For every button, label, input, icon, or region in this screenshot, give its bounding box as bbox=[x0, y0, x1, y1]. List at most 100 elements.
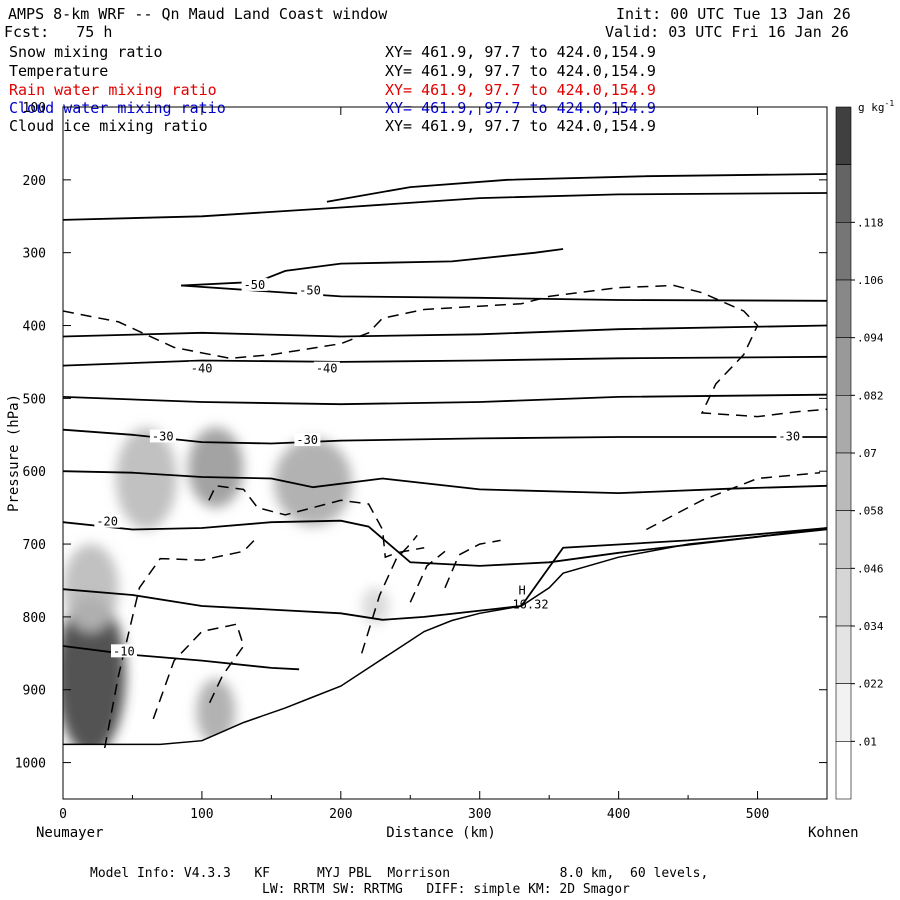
terrain-fill bbox=[63, 529, 827, 799]
field-xy: XY= 461.9, 97.7 to 424.0,154.9 bbox=[385, 117, 656, 135]
y-tick-label: 800 bbox=[23, 611, 46, 626]
cloud-ice-contour bbox=[646, 471, 821, 531]
isotherm-line bbox=[63, 324, 827, 338]
cloud-ice-contours bbox=[63, 284, 827, 749]
isotherm-line bbox=[63, 192, 827, 221]
isotherm-label: -40 bbox=[316, 362, 338, 376]
y-tick-label: 300 bbox=[23, 247, 46, 262]
colorbar-swatch bbox=[835, 106, 852, 165]
isotherm-label: -30 bbox=[778, 429, 800, 443]
init-time: Init: 00 UTC Tue 13 Jan 26 bbox=[616, 5, 851, 23]
forecast-hour: Fcst: 75 h bbox=[4, 23, 113, 41]
colorbar-swatch bbox=[835, 222, 852, 281]
label-bg bbox=[776, 429, 803, 443]
isotherm-line bbox=[63, 393, 827, 406]
colorbar-swatch bbox=[835, 337, 852, 396]
cloud-ice-contour bbox=[360, 534, 418, 654]
colorbar-label: .022 bbox=[857, 678, 884, 691]
model-physics: LW: RRTM SW: RRTMG DIFF: simple KM: 2D S… bbox=[262, 882, 630, 897]
temperature-labels: -50 -50 -40 -40 -30 -30 -30 -20 -10 H16.32 bbox=[94, 277, 803, 658]
isotherm-label: -30 bbox=[152, 429, 174, 443]
colorbar: .01 .022 .034 .046 .058 .07 .082 .094 .106 .118 bbox=[835, 106, 884, 800]
field-name: Cloud water mixing ratio bbox=[9, 99, 226, 117]
colorbar-label: .058 bbox=[857, 505, 884, 518]
colorbar-swatch bbox=[835, 279, 852, 338]
model-info: Model Info: V4.3.3 KF MYJ PBL Morrison 8… bbox=[90, 866, 709, 881]
isotherms bbox=[63, 173, 827, 671]
isotherm-label: -30 bbox=[296, 433, 318, 447]
isotherm-line bbox=[63, 527, 827, 621]
isotherm-label: -40 bbox=[191, 362, 213, 376]
plot-frame bbox=[62, 106, 828, 800]
label-bg bbox=[188, 361, 215, 375]
cloud-ice-contour bbox=[409, 550, 446, 603]
colorbar-swatch bbox=[835, 683, 852, 742]
isotherm-line bbox=[181, 248, 564, 287]
x-tick-label: 100 bbox=[190, 807, 213, 822]
label-bg bbox=[297, 283, 324, 297]
high-marker-value: 16.32 bbox=[512, 597, 548, 611]
valid-time: Valid: 03 UTC Fri 16 Jan 26 bbox=[605, 23, 849, 41]
x-tick-label: 300 bbox=[468, 807, 491, 822]
y-tick-label: 700 bbox=[23, 538, 46, 553]
colorbar-swatch bbox=[835, 625, 852, 684]
isotherm-line bbox=[181, 284, 827, 302]
cloud-ice-contour bbox=[208, 484, 425, 559]
snow-blob bbox=[115, 427, 177, 530]
isotherm-line bbox=[63, 355, 827, 367]
snow-field bbox=[63, 427, 390, 756]
label-bg bbox=[241, 277, 268, 291]
y-axis: 100 200 300 400 500 600 700 800 900 1000 bbox=[15, 101, 827, 772]
field-name: Cloud ice mixing ratio bbox=[9, 117, 208, 135]
isotherm-line bbox=[63, 645, 300, 671]
field-xy: XY= 461.9, 97.7 to 424.0,154.9 bbox=[385, 43, 656, 61]
colorbar-label: .034 bbox=[857, 620, 884, 633]
snow-blob bbox=[274, 438, 352, 526]
high-marker: H bbox=[518, 583, 525, 597]
snow-blob bbox=[63, 595, 126, 756]
colorbar-label: .01 bbox=[857, 735, 877, 748]
left-endpoint: Neumayer bbox=[36, 825, 103, 841]
field-name: Temperature bbox=[9, 62, 109, 80]
snow-blob bbox=[196, 678, 236, 745]
y-tick-label: 400 bbox=[23, 320, 46, 335]
y-axis-label: Pressure (hPa) bbox=[6, 394, 22, 512]
isotherm-line bbox=[326, 173, 827, 203]
label-bg bbox=[94, 514, 121, 528]
terrain bbox=[63, 528, 827, 799]
y-tick-label: 600 bbox=[23, 465, 46, 480]
colorbar-label: .094 bbox=[857, 332, 884, 345]
isotherm-line bbox=[63, 519, 827, 567]
field-xy: XY= 461.9, 97.7 to 424.0,154.9 bbox=[385, 99, 656, 117]
field-xy: XY= 461.9, 97.7 to 424.0,154.9 bbox=[385, 62, 656, 80]
right-endpoint: Kohnen bbox=[808, 825, 859, 841]
x-tick-label: 500 bbox=[746, 807, 769, 822]
colorbar-swatch bbox=[835, 164, 852, 223]
x-tick-label: 400 bbox=[607, 807, 630, 822]
field-name: Rain water mixing ratio bbox=[9, 81, 217, 99]
cloud-ice-contour bbox=[152, 623, 245, 720]
field-name: Snow mixing ratio bbox=[9, 43, 163, 61]
label-bg bbox=[294, 433, 321, 447]
y-tick-label: 200 bbox=[23, 174, 46, 189]
label-bg bbox=[149, 429, 176, 443]
colorbar-swatch bbox=[835, 452, 852, 511]
colorbar-label: .046 bbox=[857, 562, 884, 575]
x-tick-label: 200 bbox=[329, 807, 352, 822]
label-bg bbox=[111, 644, 138, 658]
snow-blob bbox=[63, 544, 119, 632]
x-axis-label: Distance (km) bbox=[386, 825, 496, 841]
x-axis: 0 100 200 300 400 500 bbox=[59, 107, 769, 822]
cloud-ice-contour bbox=[103, 536, 259, 749]
label-bg bbox=[313, 361, 340, 375]
isotherm-label: -50 bbox=[299, 284, 321, 298]
isotherm-label: -50 bbox=[244, 278, 266, 292]
snow-blob bbox=[188, 427, 244, 508]
colorbar-label: .106 bbox=[857, 274, 884, 287]
isotherm-line bbox=[63, 470, 827, 495]
colorbar-swatch bbox=[835, 395, 852, 454]
snow-blob bbox=[361, 587, 390, 625]
y-tick-label: 900 bbox=[23, 684, 46, 699]
x-tick-label: 0 bbox=[59, 807, 67, 822]
